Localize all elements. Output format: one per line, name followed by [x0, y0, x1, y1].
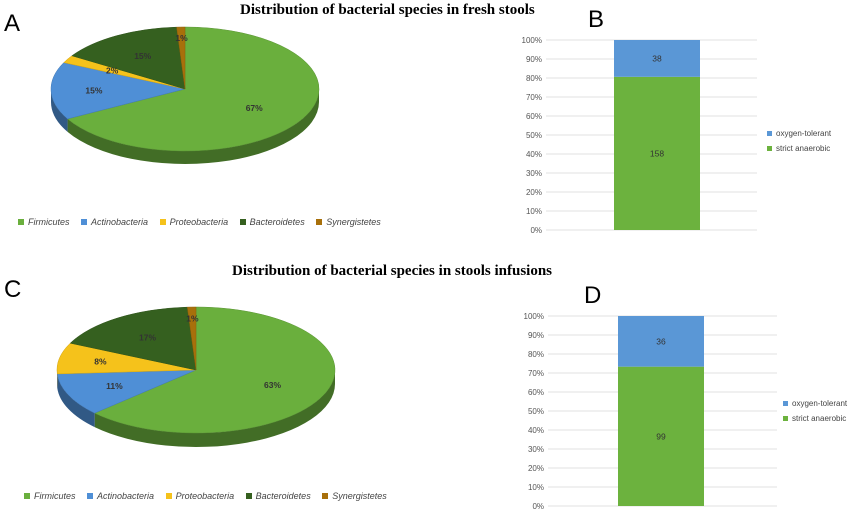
legend-a-item-proteobacteria: Proteobacteria — [159, 217, 228, 227]
pie-wall-actinobacteria — [57, 373, 95, 428]
legend-a-item-actinobacteria: Actinobacteria — [81, 217, 148, 227]
y-tick-label: 70% — [526, 93, 542, 102]
pie-chart-a: 67% 15% 2% 15% 1% — [50, 26, 320, 164]
pie-data-label-proteobacteria: 8% — [94, 357, 107, 367]
y-tick-label: 60% — [526, 112, 542, 121]
y-tick-label: 50% — [528, 407, 544, 416]
bar-segment-strict-anaerobic — [618, 366, 704, 506]
legend-swatch — [159, 219, 166, 225]
legend-swatch — [87, 493, 94, 499]
pie-wall-actinobacteria — [51, 89, 68, 132]
y-tick-label: 10% — [528, 483, 544, 492]
y-tick-label: 100% — [524, 312, 544, 321]
legend-b-item-oxygen-tolerant: oxygen-tolerant — [767, 126, 831, 141]
y-tick-label: 0% — [532, 502, 544, 511]
legend-swatch — [24, 493, 30, 499]
bar-segment-oxygen-tolerant — [618, 316, 704, 367]
legend-swatch — [316, 219, 323, 225]
panel-label-b: B — [588, 6, 605, 33]
y-tick-label: 10% — [526, 207, 542, 216]
legend-c-item-bacteroidetes: Bacteroidetes — [245, 491, 311, 501]
pie-slice-firmicutes — [94, 306, 336, 434]
legend-c-item-firmicutes: Firmicutes — [24, 491, 76, 501]
y-tick-label: 40% — [528, 426, 544, 435]
pie-data-label-bacteroidetes: 17% — [139, 333, 156, 343]
legend-swatch — [767, 131, 772, 136]
legend-swatch — [165, 493, 172, 499]
pie-chart-c: 63% 11% 8% 17% 1% — [56, 306, 336, 448]
y-tick-label: 90% — [528, 331, 544, 340]
bar-data-label-strict-anaerobic: 158 — [650, 148, 664, 158]
legend-d: oxygen-tolerant strict anaerobic — [783, 396, 847, 426]
pie-wall-firmicutes — [94, 370, 335, 448]
bar-segment-oxygen-tolerant — [614, 40, 700, 77]
legend-c-item-proteobacteria: Proteobacteria — [165, 491, 234, 501]
legend-swatch — [783, 416, 788, 421]
bar-data-label-strict-anaerobic: 99 — [656, 431, 666, 441]
y-tick-label: 60% — [528, 388, 544, 397]
panel-label-d: D — [584, 282, 602, 309]
pie-wall-firmicutes — [67, 89, 319, 164]
chart-c-title: Distribution of bacterial species in sto… — [232, 263, 553, 279]
pie-data-label-proteobacteria: 2% — [106, 65, 119, 75]
y-tick-label: 0% — [530, 226, 542, 235]
pie-data-label-bacteroidetes: 15% — [134, 51, 151, 61]
y-tick-label: 30% — [526, 169, 542, 178]
panel-label-a: A — [4, 10, 21, 37]
bar-data-label-oxygen-tolerant: 38 — [652, 53, 662, 63]
y-tick-label: 80% — [528, 350, 544, 359]
y-tick-label: 90% — [526, 55, 542, 64]
pie-slice-bacteroidetes — [69, 306, 197, 371]
legend-c-item-synergistetes: Synergistetes — [322, 491, 387, 501]
legend-b: oxygen-tolerant strict anaerobic — [767, 126, 831, 156]
y-tick-label: 40% — [526, 150, 542, 159]
y-tick-label: 100% — [522, 36, 542, 45]
pie-side-walls — [51, 89, 319, 164]
pie-data-label-synergistetes: 1% — [175, 33, 188, 43]
legend-d-item-oxygen-tolerant: oxygen-tolerant — [783, 396, 847, 411]
legend-swatch — [783, 401, 788, 406]
pie-data-label-firmicutes: 63% — [264, 380, 281, 390]
y-tick-label: 80% — [526, 74, 542, 83]
legend-a-item-bacteroidetes: Bacteroidetes — [239, 217, 305, 227]
pie-slice-bacteroidetes — [71, 26, 186, 90]
pie-data-label-actinobacteria: 15% — [85, 85, 102, 95]
legend-swatch — [322, 493, 329, 499]
pie-slice-actinobacteria — [50, 62, 186, 120]
pie-slice-firmicutes — [67, 26, 320, 152]
y-tick-label: 20% — [528, 464, 544, 473]
legend-d-item-strict-anaerobic: strict anaerobic — [783, 411, 847, 426]
chart-a-title: Distribution of bacterial species in fre… — [240, 2, 535, 18]
legend-b-item-strict-anaerobic: strict anaerobic — [767, 141, 831, 156]
bar-segment-strict-anaerobic — [614, 76, 700, 230]
legend-swatch — [18, 219, 24, 225]
stacked-bar-chart-d: 0% 10% 20% 30% 40% 50% 60% 70% 80% 90% 100% 99 36 — [524, 312, 777, 511]
legend-swatch — [245, 493, 252, 499]
pie-data-label-synergistetes: 1% — [186, 313, 199, 323]
legend-swatch — [81, 219, 88, 225]
pie-slice-synergistetes — [176, 26, 186, 90]
y-tick-label: 50% — [526, 131, 542, 140]
legend-c-item-actinobacteria: Actinobacteria — [87, 491, 154, 501]
y-tick-label: 20% — [526, 188, 542, 197]
stacked-bar-chart-b: 0% 10% 20% 30% 40% 50% 60% 70% 80% 90% 100% 158 38 — [522, 36, 757, 235]
legend-c: Firmicutes Actinobacteria Proteobacteria… — [24, 491, 396, 501]
pie-slice-synergistetes — [186, 306, 197, 371]
pie-data-label-actinobacteria: 11% — [106, 381, 123, 391]
pie-slice-actinobacteria — [56, 369, 197, 414]
bar-data-label-oxygen-tolerant: 36 — [656, 336, 666, 346]
legend-a: Firmicutes Actinobacteria Proteobacteria… — [18, 217, 390, 227]
y-tick-label: 30% — [528, 445, 544, 454]
legend-swatch — [767, 146, 772, 151]
legend-a-item-synergistetes: Synergistetes — [316, 217, 381, 227]
pie-data-label-firmicutes: 67% — [246, 103, 263, 113]
y-tick-label: 70% — [528, 369, 544, 378]
panel-label-c: C — [4, 276, 22, 303]
legend-swatch — [239, 219, 246, 225]
legend-a-item-firmicutes: Firmicutes — [18, 217, 70, 227]
